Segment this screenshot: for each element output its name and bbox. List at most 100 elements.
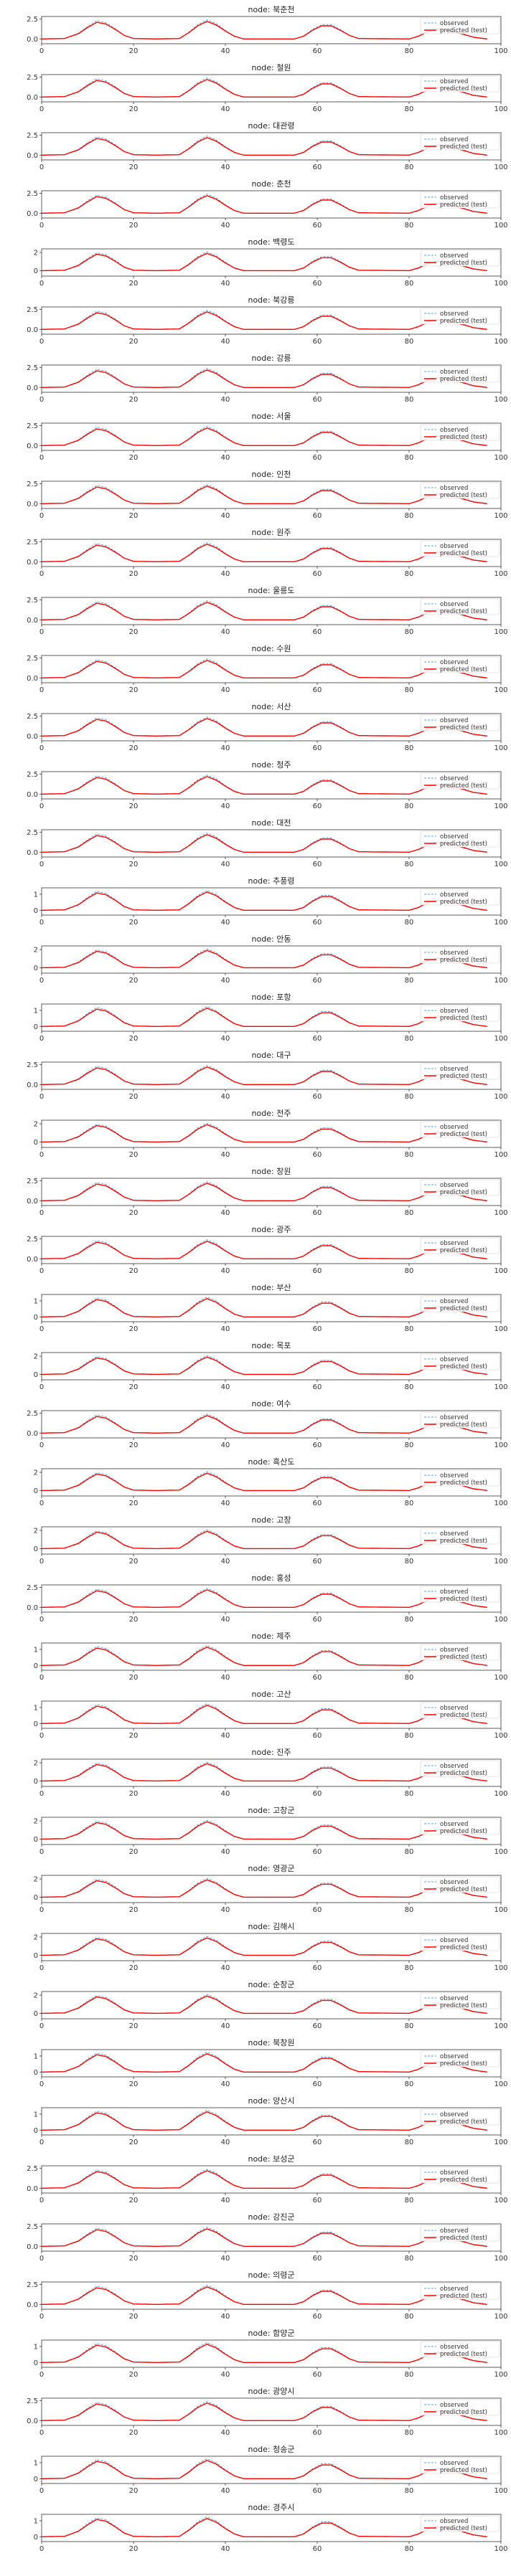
legend-label: observed: [440, 1705, 468, 1712]
x-tick-label: 40: [221, 2080, 230, 2088]
subplot-title: node: 진주: [252, 1748, 291, 1757]
x-tick-label: 40: [221, 1267, 230, 1275]
legend-label: predicted (test): [440, 1479, 487, 1487]
subplot: node: 흑산도 0 2 0 20 40 60 80 100 observed predicted…: [0, 1457, 511, 1508]
legend-label: predicted (test): [440, 492, 487, 499]
subplot-title: node: 전주: [252, 1109, 291, 1118]
legend-label: predicted (test): [440, 550, 487, 557]
x-tick-label: 20: [129, 2545, 139, 2553]
x-tick-label: 0: [39, 1964, 44, 1972]
x-tick-label: 80: [405, 47, 414, 55]
subplot: node: 청주 0.0 2.5 0 20 40 60 80 100 observed predic…: [0, 759, 511, 811]
y-tick-label: 2: [34, 1528, 38, 1535]
x-tick-label: 0: [39, 454, 44, 462]
y-tick-label: 0: [34, 1139, 38, 1147]
x-tick-label: 60: [313, 1732, 322, 1740]
legend-label: observed: [440, 601, 468, 608]
axes-frame: [41, 1758, 502, 1787]
x-tick-label: 20: [129, 1093, 139, 1101]
observed-line: [42, 1122, 487, 1142]
predicted-line: [42, 1298, 487, 1318]
subplot: node: 서울 0.0 2.5 0 20 40 60 80 100 observed predic…: [0, 411, 511, 463]
x-tick-label: 20: [129, 1558, 139, 1566]
legend-label: observed: [440, 1298, 468, 1305]
subplot: node: 경주시 0 1 0 20 40 60 80 100 observed predicted…: [0, 2502, 511, 2554]
x-tick-label: 20: [129, 1732, 139, 1740]
axes-frame: [41, 422, 502, 451]
y-tick-label: 0: [34, 2127, 38, 2135]
subplot-title: node: 원주: [252, 528, 291, 537]
legend: [420, 2341, 500, 2358]
y-tick-label: 2.5: [27, 713, 38, 721]
x-tick-label: 80: [405, 1093, 414, 1101]
x-tick-label: 20: [129, 977, 139, 985]
x-tick-label: 80: [405, 454, 414, 462]
x-tick-label: 40: [221, 454, 230, 462]
observed-line: [42, 2051, 487, 2073]
axes-frame: [41, 1178, 502, 1206]
legend: [420, 2167, 500, 2184]
legend: [420, 889, 500, 906]
y-tick-label: 2: [34, 1353, 38, 1361]
subplot: node: 보성군 0.0 2.5 0 20 40 60 80 100 observed predi…: [0, 2154, 511, 2205]
observed-line: [42, 833, 487, 853]
x-tick-label: 60: [313, 396, 322, 404]
y-tick-label: 0.0: [27, 210, 38, 218]
subplot-title: node: 안동: [252, 934, 291, 944]
axes-frame: [41, 655, 502, 683]
legend-label: observed: [440, 194, 468, 202]
predicted-line: [42, 137, 487, 156]
y-tick-label: 0: [34, 267, 38, 275]
x-tick-label: 80: [405, 1906, 414, 1914]
observed-line: [42, 948, 487, 968]
legend: [420, 1469, 500, 1487]
y-tick-label: 0.0: [27, 326, 38, 334]
y-tick-label: 0: [34, 1314, 38, 1322]
y-tick-label: 0: [34, 1778, 38, 1786]
predicted-line: [42, 2228, 487, 2248]
x-tick-label: 20: [129, 2255, 139, 2263]
axes-frame: [41, 1119, 502, 1148]
axes-frame: [41, 74, 502, 103]
subplot: node: 청송군 0 1 0 20 40 60 80 100 observed predicted…: [0, 2444, 511, 2496]
x-tick-label: 100: [494, 919, 507, 927]
x-tick-label: 80: [405, 1035, 414, 1043]
y-tick-label: 0.0: [27, 1198, 38, 1206]
axes-frame: [41, 1817, 502, 1845]
x-tick-label: 80: [405, 1441, 414, 1449]
x-tick-label: 100: [494, 861, 507, 868]
x-tick-label: 100: [494, 2022, 507, 2030]
x-tick-label: 60: [313, 1383, 322, 1391]
axes-frame: [41, 1236, 502, 1264]
subplot-svg: node: 창원 0.0 2.5 0 20 40 60 80 100 observedpredic…: [27, 1167, 507, 1217]
observed-line: [42, 1296, 487, 1317]
legend-label: observed: [440, 311, 468, 318]
legend-label: predicted (test): [440, 724, 487, 731]
axes-frame: [41, 2339, 502, 2368]
predicted-line: [42, 1589, 487, 1609]
x-tick-label: 60: [313, 1674, 322, 1682]
legend: [420, 482, 500, 499]
subplot-title: node: 부산: [252, 1283, 291, 1292]
predicted-line: [42, 1124, 487, 1143]
observed-line: [42, 368, 487, 388]
x-tick-label: 0: [39, 570, 44, 578]
y-tick-label: 1: [34, 2517, 38, 2525]
x-tick-label: 40: [221, 512, 230, 520]
observed-line: [42, 1936, 487, 1956]
x-tick-label: 100: [494, 1441, 507, 1449]
legend-label: observed: [440, 1066, 468, 1073]
x-tick-label: 100: [494, 2080, 507, 2088]
subplot-svg: node: 원주 0.0 2.5 0 20 40 60 80 100 observedpredic…: [27, 528, 507, 578]
x-tick-label: 80: [405, 2255, 414, 2263]
y-tick-label: 2.5: [27, 1410, 38, 1418]
x-tick-label: 20: [129, 396, 139, 404]
subplot-svg: node: 북춘천 0.0 2.5 0 20 40 60 80 100 observedpredi…: [27, 4, 507, 55]
subplot: node: 북창원 0 1 0 20 40 60 80 100 observed predicted…: [0, 2037, 511, 2089]
x-tick-label: 40: [221, 1209, 230, 1217]
subplot-svg: node: 대전 0.0 2.5 0 20 40 60 80 100 observedpredic…: [27, 818, 507, 868]
x-tick-label: 60: [313, 164, 322, 171]
x-tick-label: 100: [494, 2197, 507, 2205]
